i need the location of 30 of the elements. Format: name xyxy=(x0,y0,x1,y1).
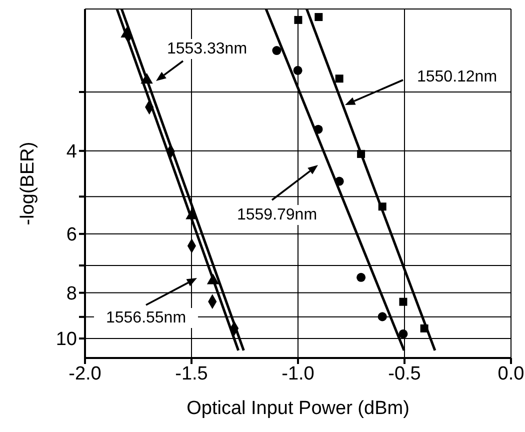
x-tick-label: -1.0 xyxy=(282,363,314,384)
y-tick-label: 6 xyxy=(66,224,77,246)
point xyxy=(357,150,366,158)
point xyxy=(398,329,408,338)
x-tick-label: -0.5 xyxy=(388,363,421,384)
x-tick-label: 0.0 xyxy=(498,363,524,384)
point xyxy=(140,73,153,84)
y-axis-title: -log(BER) xyxy=(18,142,39,226)
point xyxy=(356,272,366,282)
point xyxy=(420,324,428,332)
x-axis-title: Optical Input Power (dBm) xyxy=(186,398,410,419)
point xyxy=(293,66,302,75)
point xyxy=(272,46,282,56)
annotation: 1550.12nm xyxy=(416,68,498,86)
point xyxy=(378,202,386,211)
annotation: 1556.55nm xyxy=(106,310,186,326)
point xyxy=(314,13,323,22)
x-tick-label: -1.5 xyxy=(175,363,208,384)
annotation: 1553.33nm xyxy=(166,40,248,58)
point xyxy=(378,312,387,322)
y-tick-label: 4 xyxy=(66,142,78,163)
point xyxy=(314,124,323,134)
point xyxy=(399,298,408,306)
y-tick-label: 10 xyxy=(56,329,77,350)
annotation: 1559.79nm xyxy=(236,206,318,224)
x-tick-label: -2.0 xyxy=(68,363,102,384)
point xyxy=(335,74,344,83)
point xyxy=(334,176,344,186)
point xyxy=(294,16,302,24)
y-tick-label: 8 xyxy=(66,284,77,305)
